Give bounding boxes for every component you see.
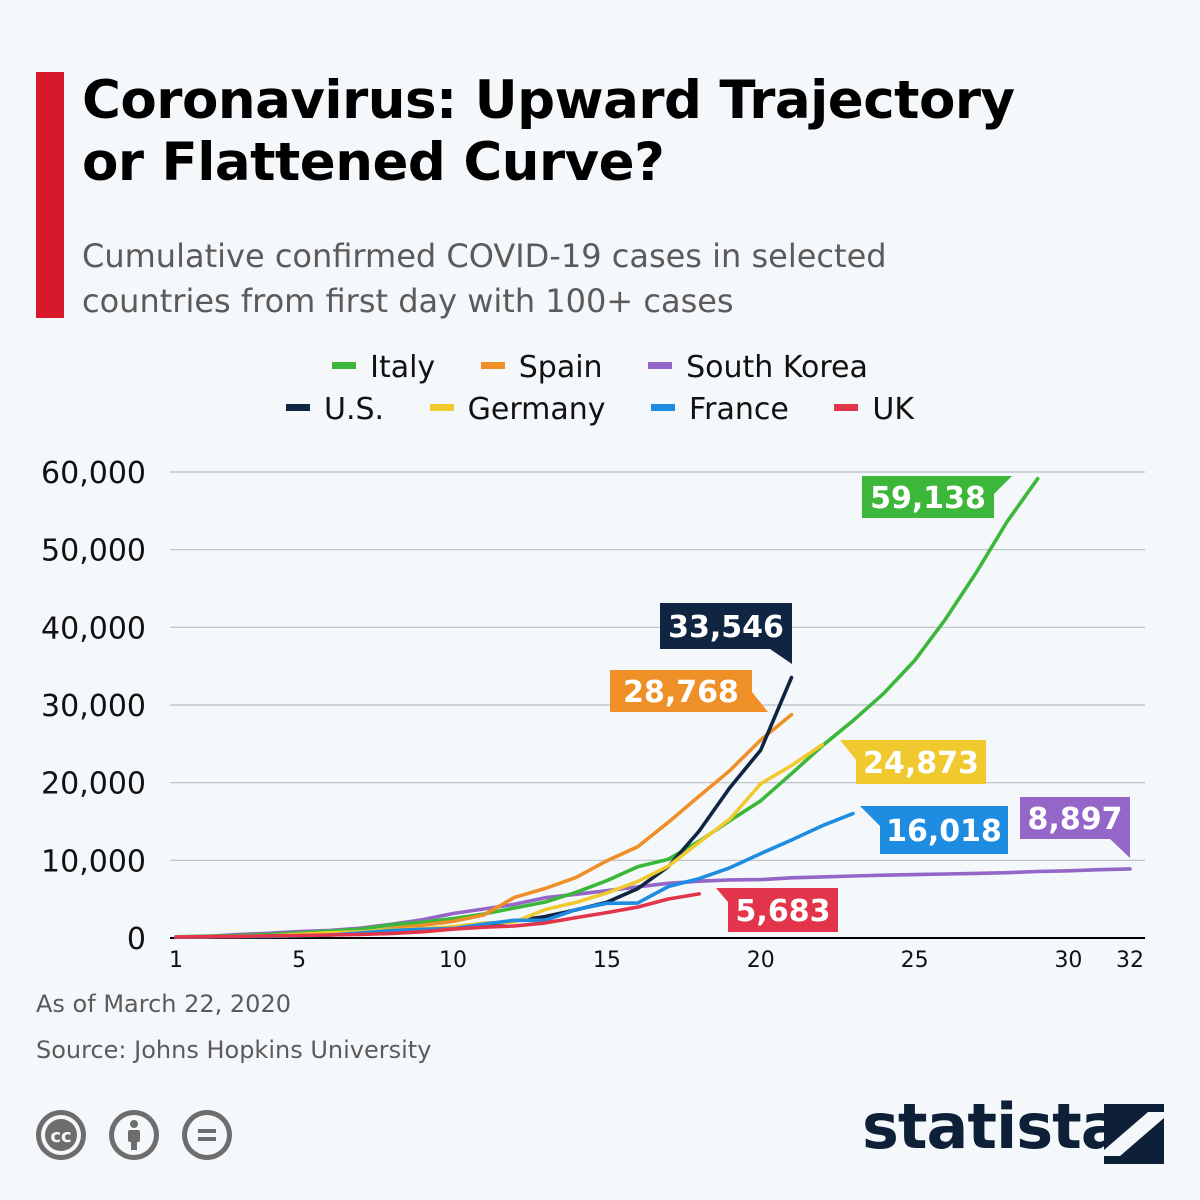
by-icon[interactable] (109, 1110, 160, 1160)
end-label-france: 16,018 (860, 806, 1008, 854)
series-line-spain (174, 712, 794, 939)
labels-layer: 8,897 59,138 28,768 33,546 24,873 16,018 5,683 (610, 476, 1130, 932)
legend-swatch (648, 362, 673, 369)
x-tick-label: 1 (169, 948, 183, 973)
lines-layer (174, 476, 1132, 940)
license-icons: cc (36, 1110, 250, 1164)
label-box (862, 476, 994, 518)
data-label: 8,897 (1028, 802, 1123, 837)
series-line-italy (174, 476, 1040, 939)
legend-swatch (480, 362, 505, 369)
legend-swatch (285, 404, 310, 411)
end-label-spain: 28,768 (610, 670, 768, 712)
end-label-u-s-: 33,546 (660, 603, 792, 664)
label-box (880, 806, 1008, 854)
y-tick-label: 20,000 (41, 767, 146, 802)
y-tick-label: 0 (127, 922, 146, 957)
end-label-uk: 5,683 (716, 888, 838, 932)
data-label: 16,018 (886, 814, 1002, 849)
label-pointer (994, 476, 1012, 494)
series-line-u-s- (174, 675, 794, 940)
legend-label: UK (872, 392, 914, 427)
legend-row-1: Italy Spain South Korea (0, 350, 1200, 385)
label-pointer (860, 806, 880, 826)
legend-item-germany: Germany (429, 392, 606, 427)
label-box (660, 603, 792, 649)
legend-item-south-korea: South Korea (648, 350, 868, 385)
legend-swatch (429, 404, 454, 411)
label-pointer (1110, 839, 1130, 858)
end-label-germany: 24,873 (840, 740, 986, 784)
source-note: Source: Johns Hopkins University (36, 1036, 432, 1064)
y-tick-label: 40,000 (41, 611, 146, 646)
subtitle-line-2: countries from first day with 100+ cases (82, 282, 734, 320)
label-pointer (752, 692, 768, 712)
legend-label: Italy (370, 350, 436, 385)
x-tick-label: 30 (1054, 948, 1082, 973)
x-tick-label: 20 (747, 948, 775, 973)
data-label: 33,546 (668, 610, 784, 645)
cc-icon[interactable]: cc (36, 1110, 86, 1160)
y-tick-label: 10,000 (41, 844, 146, 879)
end-label-italy: 59,138 (862, 476, 1012, 518)
series-line-uk (174, 892, 702, 939)
legend-label: France (689, 392, 789, 427)
label-pointer (770, 649, 792, 664)
y-tick-label: 50,000 (41, 534, 146, 569)
legend-label: U.S. (323, 392, 385, 427)
label-pointer (716, 888, 728, 902)
statista-brand[interactable]: statista (862, 1090, 1123, 1163)
label-box (856, 740, 986, 784)
legend-item-spain: Spain (480, 350, 603, 385)
legend-swatch (651, 404, 676, 411)
label-pointer (840, 740, 856, 760)
label-box (1020, 797, 1130, 839)
legend-label: Spain (518, 350, 603, 385)
legend-row-2: U.S. Germany France UK (0, 392, 1200, 427)
x-tick-label: 5 (292, 948, 306, 973)
legend-item-us: U.S. (285, 392, 385, 427)
svg-text:cc: cc (50, 1126, 71, 1147)
legend-label: South Korea (686, 350, 868, 385)
y-tick-label: 30,000 (41, 689, 146, 724)
label-box (728, 888, 838, 932)
y-tick-label: 60,000 (41, 456, 146, 491)
legend-swatch (834, 404, 859, 411)
x-tick-label: 15 (593, 948, 621, 973)
data-label: 24,873 (863, 746, 979, 781)
x-tick-label: 32 (1116, 948, 1144, 973)
legend-item-italy: Italy (332, 350, 435, 385)
x-tick-label: 10 (439, 948, 467, 973)
nd-icon[interactable] (182, 1110, 233, 1160)
data-label: 5,683 (736, 894, 831, 929)
legend-item-france: France (651, 392, 789, 427)
label-box (610, 670, 752, 712)
end-label-south-korea: 8,897 (1020, 797, 1130, 858)
title-line-2: or Flattened Curve? (82, 132, 665, 193)
subtitle-line-1: Cumulative confirmed COVID-19 cases in s… (82, 237, 887, 275)
statista-logo-icon (1104, 1104, 1164, 1164)
x-tick-label: 25 (901, 948, 929, 973)
title-line-1: Coronavirus: Upward Trajectory (82, 70, 1015, 131)
data-label: 59,138 (870, 481, 986, 516)
legend-item-uk: UK (834, 392, 914, 427)
chart-subtitle: Cumulative confirmed COVID-19 cases in s… (82, 234, 1182, 324)
data-label: 28,768 (623, 675, 739, 710)
legend-label: Germany (467, 392, 606, 427)
as-of-note: As of March 22, 2020 (36, 990, 291, 1018)
legend-swatch (332, 362, 357, 369)
accent-bar (36, 72, 64, 318)
chart-title: Coronavirus: Upward Trajectory or Flatte… (82, 70, 1182, 194)
